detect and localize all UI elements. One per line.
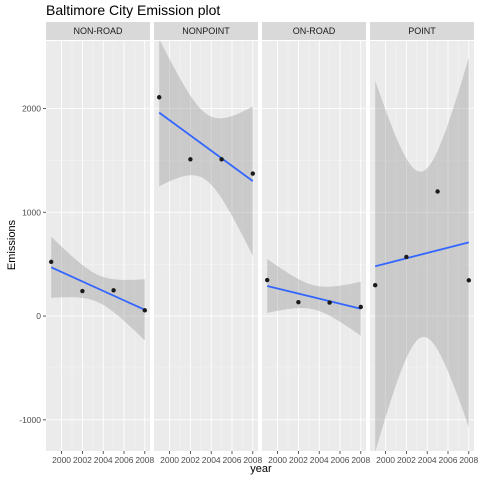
data-point — [404, 254, 409, 260]
x-tick-label: 2000 — [268, 455, 287, 465]
facet-panel-non-road: NON-ROAD 2000 2002 2004 2006 2008 — [46, 22, 155, 465]
facet-strip — [262, 22, 366, 40]
data-point — [49, 259, 54, 265]
data-point — [188, 157, 193, 162]
facet-strip-label: ON-ROAD — [293, 26, 336, 36]
panel-content — [370, 41, 474, 451]
y-tick-label: -1000 — [19, 415, 41, 425]
panel-content — [262, 41, 366, 451]
x-axis-title: year — [250, 463, 272, 475]
x-tick-label: 2006 — [331, 455, 350, 465]
trend-line — [50, 266, 146, 311]
x-tick-label: 2002 — [397, 455, 416, 465]
trend-line — [374, 241, 470, 268]
facet-strip — [370, 22, 474, 40]
facet-strip-label: NONPOINT — [182, 26, 230, 36]
panel-background — [154, 41, 258, 451]
data-point — [219, 157, 224, 162]
x-tick-label: 2002 — [73, 455, 92, 465]
trend-line — [158, 111, 254, 182]
x-tick-label: 2000 — [376, 455, 395, 465]
x-tick-label: 2002 — [289, 455, 308, 465]
data-point — [358, 304, 363, 310]
data-point — [296, 299, 301, 305]
data-point — [111, 288, 116, 293]
data-point — [373, 283, 378, 288]
chart-title: Baltimore City Emission plot — [46, 2, 220, 18]
facet-strip-label: NON-ROAD — [74, 26, 123, 36]
x-tick-label: 2004 — [202, 455, 221, 465]
y-tick-label: 2000 — [22, 103, 41, 113]
facet-strip-label: POINT — [408, 26, 436, 36]
facet-strip — [46, 22, 150, 40]
x-tick-label: 2006 — [223, 455, 242, 465]
panel-content — [154, 41, 258, 451]
data-point — [157, 95, 162, 100]
facet-panel-on-road: ON-ROAD 2000 2002 2004 2006 2008 — [262, 22, 371, 465]
facet-panel-nonpoint: NONPOINT 2000 2002 2004 2006 2008 — [154, 22, 263, 465]
data-point — [142, 308, 147, 313]
panel-background — [46, 41, 150, 451]
data-point — [327, 300, 332, 305]
x-tick-label: 2002 — [181, 455, 200, 465]
x-tick-label: 2004 — [94, 455, 113, 465]
x-tick-label: 2004 — [418, 455, 437, 465]
x-tick-label: 2008 — [135, 455, 154, 465]
data-point — [435, 189, 440, 194]
data-point — [466, 278, 471, 283]
x-tick-label: 2006 — [115, 455, 134, 465]
facet-panel-point: POINT 2000 2002 2004 2006 2008 — [370, 22, 479, 465]
y-tick-label: 0 — [36, 311, 41, 321]
x-tick-label: 2006 — [439, 455, 458, 465]
trend-line — [266, 285, 362, 310]
data-point — [250, 171, 255, 176]
facet-strip — [154, 22, 258, 40]
panel-background — [262, 41, 366, 451]
data-point — [265, 277, 270, 283]
panel-content — [46, 41, 150, 451]
y-axis-title: Emissions — [6, 219, 18, 270]
x-tick-label: 2008 — [351, 455, 370, 465]
y-axis: -1000 0 1000 2000 — [19, 103, 46, 425]
x-tick-label: 2008 — [459, 455, 478, 465]
y-tick-label: 1000 — [22, 207, 41, 217]
data-point — [80, 288, 85, 294]
x-tick-label: 2004 — [310, 455, 329, 465]
x-tick-label: 2000 — [52, 455, 71, 465]
x-tick-label: 2008 — [243, 455, 262, 465]
confidence-ribbon — [159, 41, 253, 256]
x-tick-label: 2000 — [160, 455, 179, 465]
